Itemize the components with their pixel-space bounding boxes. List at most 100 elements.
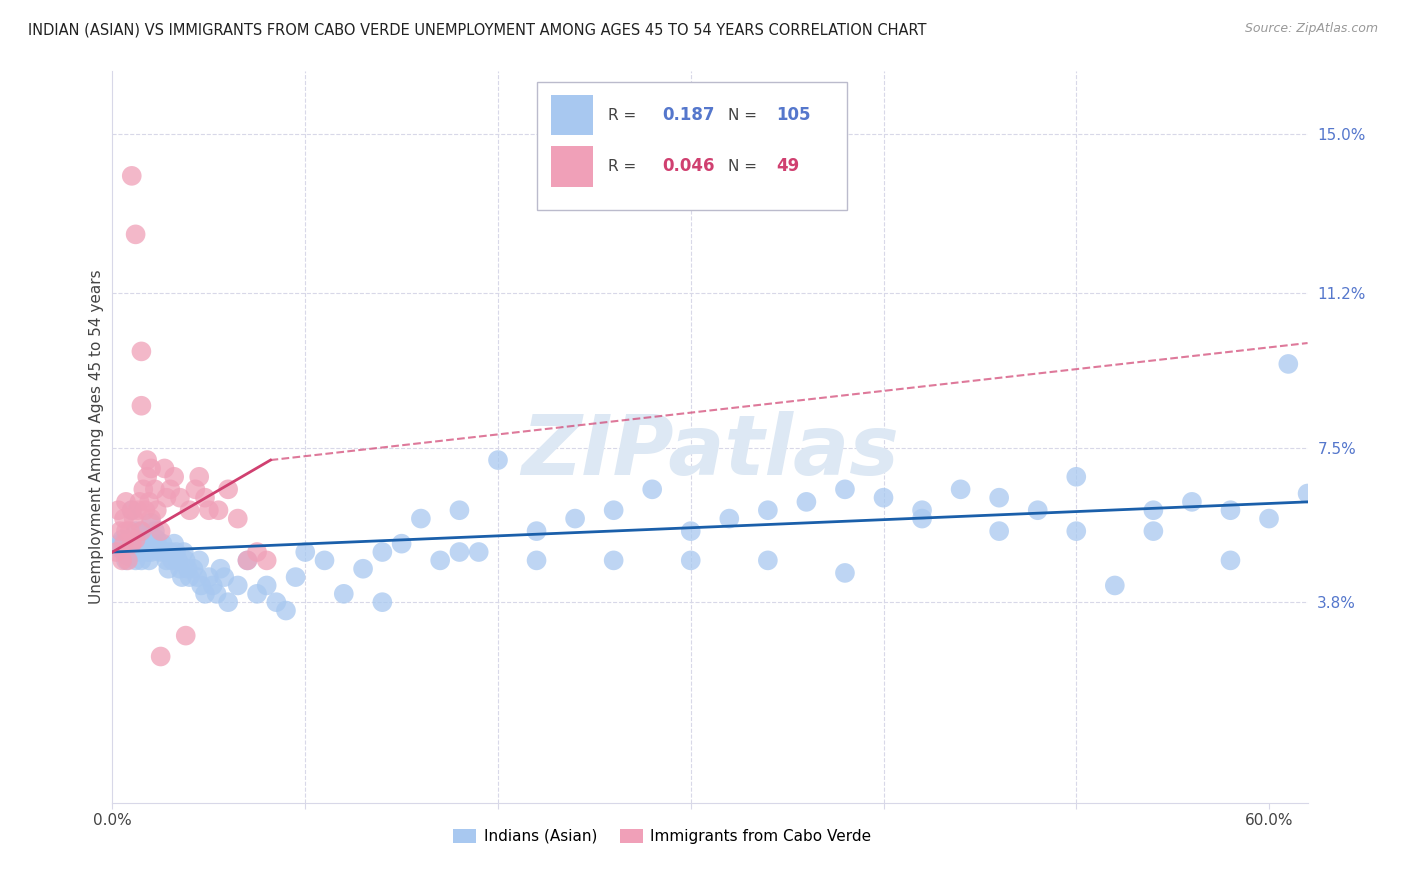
Point — [174, 629, 197, 643]
Point — [128, 545, 150, 559]
Point — [207, 503, 229, 517]
Point — [131, 524, 153, 538]
Point — [111, 553, 134, 567]
Point — [1219, 553, 1241, 567]
Point — [169, 562, 191, 576]
Point — [679, 553, 702, 567]
Text: R =: R = — [609, 159, 637, 174]
Text: 49: 49 — [776, 158, 799, 176]
Point — [526, 553, 548, 567]
Point — [1296, 486, 1319, 500]
Point — [246, 545, 269, 559]
Point — [226, 578, 249, 592]
Text: 105: 105 — [776, 106, 810, 124]
Point — [266, 595, 288, 609]
Point — [179, 503, 201, 517]
Point — [1181, 495, 1204, 509]
Point — [174, 553, 197, 567]
Point — [371, 595, 394, 609]
Point — [1064, 470, 1087, 484]
Point — [641, 483, 664, 497]
Text: Source: ZipAtlas.com: Source: ZipAtlas.com — [1244, 22, 1378, 36]
Point — [127, 533, 149, 547]
Point — [314, 553, 336, 567]
Point — [124, 227, 146, 242]
Point — [131, 344, 153, 359]
Point — [602, 553, 624, 567]
Point — [131, 399, 153, 413]
Point — [139, 511, 162, 525]
Point — [949, 483, 972, 497]
Text: 0.046: 0.046 — [662, 158, 714, 176]
Point — [136, 545, 159, 559]
Point — [834, 483, 856, 497]
Point — [163, 536, 186, 550]
Point — [205, 587, 228, 601]
Point — [526, 524, 548, 538]
Text: 0.187: 0.187 — [662, 106, 714, 124]
Point — [176, 562, 198, 576]
Point — [352, 562, 374, 576]
Point — [124, 533, 146, 547]
Point — [449, 503, 471, 517]
Point — [756, 553, 779, 567]
Point — [159, 545, 181, 559]
Point — [294, 545, 316, 559]
Point — [602, 503, 624, 517]
Point — [190, 578, 212, 592]
Point — [449, 545, 471, 559]
Point — [988, 491, 1011, 505]
Point — [127, 503, 149, 517]
Point — [333, 587, 356, 601]
Point — [108, 536, 131, 550]
Point — [121, 503, 143, 517]
Point — [183, 562, 205, 576]
Point — [149, 649, 172, 664]
Point — [105, 545, 128, 559]
Point — [118, 524, 141, 538]
Point — [134, 503, 156, 517]
Point — [209, 562, 232, 576]
Point — [117, 549, 139, 564]
Point — [429, 553, 451, 567]
Point — [1104, 578, 1126, 592]
Point — [111, 533, 134, 547]
Text: R =: R = — [609, 108, 637, 123]
Text: ZIPatlas: ZIPatlas — [522, 411, 898, 492]
Point — [146, 533, 169, 547]
Point — [138, 553, 160, 567]
Point — [131, 524, 153, 538]
Point — [194, 491, 217, 505]
Point — [143, 524, 166, 538]
Point — [256, 553, 278, 567]
Point — [121, 536, 143, 550]
Point — [391, 536, 413, 550]
Point — [718, 511, 741, 525]
Point — [112, 536, 135, 550]
Point — [112, 545, 135, 559]
Point — [155, 491, 177, 505]
Point — [186, 570, 208, 584]
Point — [198, 570, 221, 584]
Point — [226, 511, 249, 525]
Bar — [537, 82, 848, 211]
Point — [467, 545, 489, 559]
Point — [911, 503, 934, 517]
Point — [214, 570, 236, 584]
Point — [146, 503, 169, 517]
Point — [170, 570, 193, 584]
Point — [149, 545, 172, 559]
Point — [138, 495, 160, 509]
Point — [1142, 524, 1164, 538]
Point — [1064, 524, 1087, 538]
Point — [121, 541, 143, 555]
Point — [256, 578, 278, 592]
Point — [136, 453, 159, 467]
Y-axis label: Unemployment Among Ages 45 to 54 years: Unemployment Among Ages 45 to 54 years — [89, 269, 104, 605]
Point — [163, 470, 186, 484]
Point — [128, 495, 150, 509]
Point — [118, 545, 141, 559]
Point — [988, 524, 1011, 538]
Point — [107, 503, 129, 517]
Point — [198, 503, 221, 517]
